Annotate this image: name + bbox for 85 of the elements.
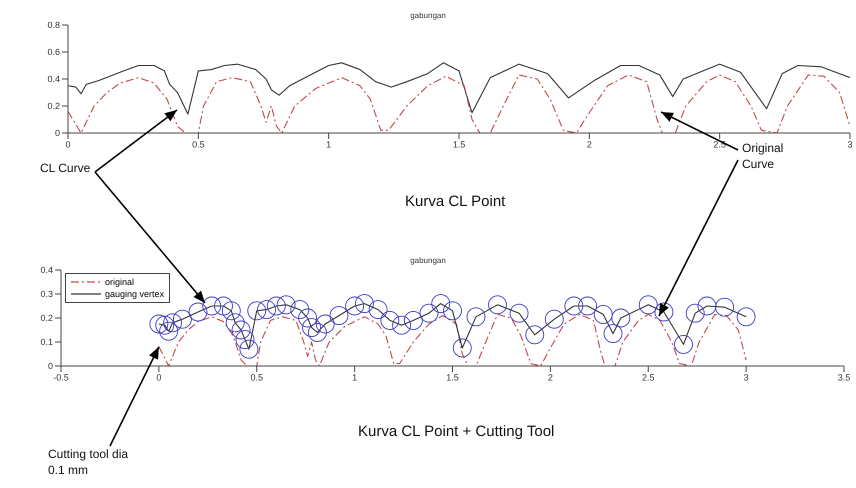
- point: [290, 300, 310, 320]
- x-tick-label: 0: [156, 372, 162, 382]
- y-tick-label: 0.2: [47, 101, 60, 112]
- text: Original Curve: [742, 140, 784, 172]
- text: CL Curve: [40, 160, 92, 176]
- legend-label: gauging vertex: [105, 289, 164, 299]
- point: [354, 294, 374, 314]
- point: [564, 296, 584, 316]
- point: [654, 302, 674, 322]
- point: [308, 322, 327, 342]
- point: [149, 314, 168, 334]
- y-tick-label: 0.8: [47, 20, 60, 30]
- x-tick-label: 0.5: [192, 139, 205, 150]
- point: [736, 307, 756, 326]
- point: [686, 304, 705, 323]
- x-tick-label: 0: [65, 139, 71, 150]
- x-tick-label: 1.5: [446, 372, 459, 382]
- point: [214, 296, 233, 316]
- chart-title: gabungan: [409, 256, 447, 265]
- x-tick-label: -0.5: [53, 372, 69, 382]
- point: [232, 320, 251, 340]
- x-tick-label: 0.5: [250, 372, 264, 382]
- y-tick-label: 0.3: [40, 289, 53, 300]
- point: [247, 301, 266, 320]
- point: [239, 340, 258, 359]
- point: [163, 313, 182, 332]
- point: [266, 296, 286, 316]
- x-tick-label: 1.5: [452, 139, 466, 150]
- x-tick-label: 2.5: [642, 372, 655, 382]
- point: [698, 296, 716, 316]
- y-tick-label: 0.4: [47, 74, 60, 84]
- x-tick-label: 3: [744, 372, 749, 382]
- point: [226, 313, 245, 332]
- point: [330, 306, 348, 326]
- point: [488, 295, 507, 314]
- x-tick-label: 3.5: [838, 372, 850, 382]
- point: [298, 308, 318, 328]
- y-tick-label: 0.2: [40, 313, 53, 324]
- y-tick-label: 0: [54, 128, 60, 138]
- point: [452, 338, 472, 358]
- point: [380, 310, 400, 330]
- point: [302, 318, 322, 338]
- x-tick-label: 2: [548, 372, 553, 382]
- point: [316, 314, 335, 334]
- point: [611, 308, 630, 328]
- point: [392, 316, 412, 335]
- point: [404, 310, 423, 330]
- legend-label: original: [105, 277, 134, 287]
- point: [544, 310, 564, 329]
- point: [715, 298, 734, 317]
- x-tick-label: 1: [326, 139, 332, 150]
- point: [368, 300, 388, 320]
- point: [257, 300, 276, 320]
- point: [236, 330, 254, 350]
- point: [172, 310, 192, 329]
- point: [155, 316, 174, 335]
- point: [525, 325, 544, 344]
- point: [188, 302, 208, 322]
- point: [674, 334, 693, 354]
- point: [431, 294, 450, 314]
- y-tick-label: 0.6: [47, 47, 60, 58]
- chart-title: gabungan: [409, 11, 447, 20]
- point: [202, 296, 222, 316]
- point: [578, 296, 598, 316]
- annotation: Cutting tool dia 0.1 mm: [48, 446, 130, 478]
- y-tick-label: 0.4: [40, 265, 53, 276]
- x-tick-label: 1: [352, 372, 358, 382]
- point: [443, 301, 462, 320]
- point: [638, 295, 658, 314]
- point: [604, 324, 622, 344]
- y-tick-label: 0: [48, 361, 53, 372]
- point: [594, 304, 613, 324]
- text: Kurva CL Point + Cutting Tool: [358, 422, 556, 442]
- point: [510, 304, 529, 323]
- point: [222, 301, 241, 320]
- point: [345, 296, 364, 316]
- line-series: [68, 62, 850, 115]
- text: Kurva CL Point: [405, 192, 506, 212]
- x-tick-label: 2: [586, 139, 592, 150]
- point: [276, 295, 296, 314]
- x-tick-label: 3: [847, 139, 853, 150]
- point: [159, 322, 178, 341]
- y-tick-label: 0.1: [40, 337, 53, 348]
- point: [420, 304, 438, 323]
- point: [466, 307, 486, 326]
